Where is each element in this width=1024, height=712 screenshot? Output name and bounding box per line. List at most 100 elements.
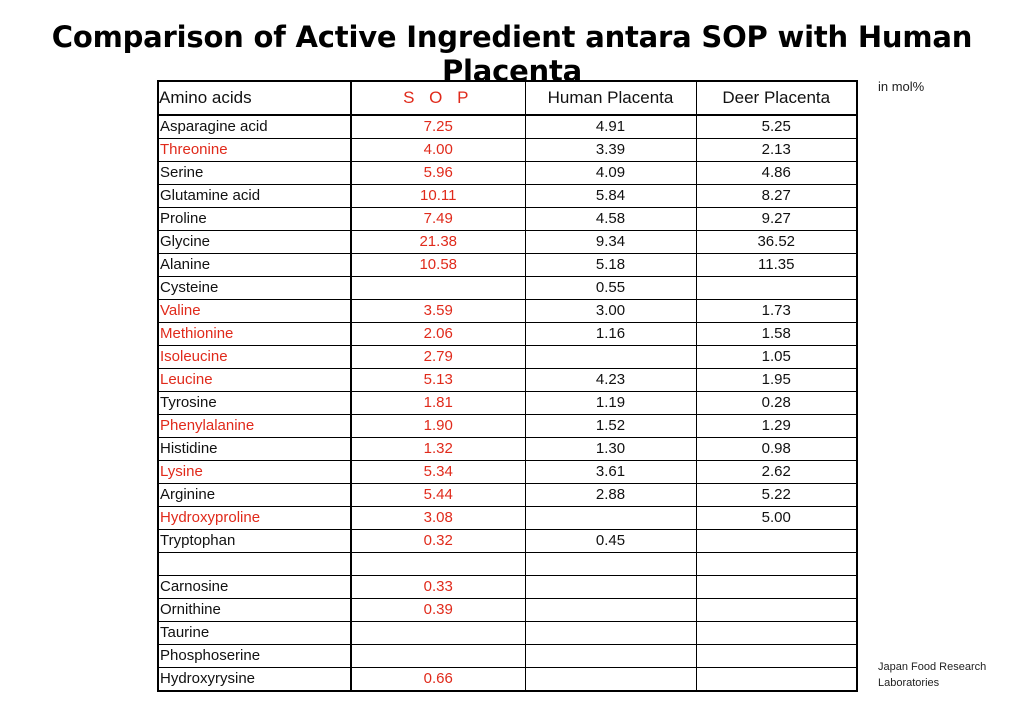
human-placenta-value (524, 621, 697, 645)
amino-acid-name: Histidine (157, 437, 352, 461)
amino-acid-name: Threonine (157, 138, 352, 162)
deer-placenta-value: 9.27 (695, 207, 858, 231)
human-placenta-value: 1.52 (524, 414, 697, 438)
sop-value: 0.33 (350, 575, 526, 599)
human-placenta-value: 3.39 (524, 138, 697, 162)
page-title: Comparison of Active Ingredient antara S… (51, 20, 973, 88)
deer-placenta-value: 2.62 (695, 460, 858, 484)
sop-value: 10.58 (350, 253, 526, 277)
amino-acid-name: Hydroxyproline (157, 506, 352, 530)
amino-acid-name: Isoleucine (157, 345, 352, 369)
deer-placenta-value: 8.27 (695, 184, 858, 208)
human-placenta-value (524, 506, 697, 530)
deer-placenta-value: 1.73 (695, 299, 858, 323)
amino-acid-name: Tryptophan (157, 529, 352, 553)
human-placenta-value: 3.00 (524, 299, 697, 323)
sop-value: 0.32 (350, 529, 526, 553)
amino-acid-name (157, 552, 352, 576)
source-line-2: Laboratories (878, 677, 940, 689)
sop-value: 1.90 (350, 414, 526, 438)
table-row: Methionine 2.06 1.16 1.58 (157, 322, 858, 346)
amino-acid-name: Leucine (157, 368, 352, 392)
deer-placenta-value (695, 621, 858, 645)
sop-value: 0.66 (350, 667, 526, 692)
table-row: Threonine 4.00 3.39 2.13 (157, 138, 858, 162)
deer-placenta-value: 0.28 (695, 391, 858, 415)
amino-acid-name: Glutamine acid (157, 184, 352, 208)
amino-acid-name: Taurine (157, 621, 352, 645)
unit-note: in mol% (878, 79, 925, 94)
deer-placenta-value: 5.22 (695, 483, 858, 507)
amino-acid-name: Asparagine acid (157, 114, 352, 139)
table-row: Taurine (157, 621, 858, 645)
deer-placenta-value: 1.29 (695, 414, 858, 438)
sop-value (350, 644, 526, 668)
deer-placenta-value: 5.25 (695, 114, 858, 139)
amino-acid-name: Arginine (157, 483, 352, 507)
amino-acid-name: Alanine (157, 253, 352, 277)
deer-placenta-value: 1.58 (695, 322, 858, 346)
amino-acid-name: Serine (157, 161, 352, 185)
amino-acid-name: Phosphoserine (157, 644, 352, 668)
sop-value: 0.39 (350, 598, 526, 622)
amino-acid-name: Proline (157, 207, 352, 231)
amino-acid-name: Carnosine (157, 575, 352, 599)
table-row: Phosphoserine (157, 644, 858, 668)
human-placenta-value (524, 552, 697, 576)
human-placenta-value: 4.58 (524, 207, 697, 231)
table-row (157, 552, 858, 576)
human-placenta-value: 4.23 (524, 368, 697, 392)
deer-placenta-value (695, 644, 858, 668)
sop-value: 5.96 (350, 161, 526, 185)
table-row: Glutamine acid 10.11 5.84 8.27 (157, 184, 858, 208)
amino-acid-comparison-table: Amino acids S O P Human Placenta Deer Pl… (157, 80, 858, 692)
deer-placenta-value (695, 667, 858, 692)
header-amino-acids: Amino acids (157, 80, 352, 116)
header-deer-placenta: Deer Placenta (695, 80, 858, 116)
human-placenta-value: 1.16 (524, 322, 697, 346)
table-row: Isoleucine 2.79 1.05 (157, 345, 858, 369)
table-row: Phenylalanine 1.90 1.52 1.29 (157, 414, 858, 438)
deer-placenta-value: 4.86 (695, 161, 858, 185)
human-placenta-value: 4.91 (524, 114, 697, 139)
table-row: Arginine 5.44 2.88 5.22 (157, 483, 858, 507)
human-placenta-value (524, 598, 697, 622)
table-row: Hydroxyrysine 0.66 (157, 667, 858, 692)
human-placenta-value: 2.88 (524, 483, 697, 507)
table-row: Asparagine acid 7.25 4.91 5.25 (157, 114, 858, 139)
table-row: Leucine 5.13 4.23 1.95 (157, 368, 858, 392)
human-placenta-value (524, 575, 697, 599)
human-placenta-value: 5.18 (524, 253, 697, 277)
human-placenta-value: 0.55 (524, 276, 697, 300)
human-placenta-value: 0.45 (524, 529, 697, 553)
table-row: Serine 5.96 4.09 4.86 (157, 161, 858, 185)
table-row: Ornithine 0.39 (157, 598, 858, 622)
header-sop: S O P (350, 80, 526, 116)
table-row: Proline 7.49 4.58 9.27 (157, 207, 858, 231)
sop-value (350, 276, 526, 300)
sop-value: 3.59 (350, 299, 526, 323)
sop-value: 5.34 (350, 460, 526, 484)
sop-value: 2.79 (350, 345, 526, 369)
human-placenta-value (524, 644, 697, 668)
deer-placenta-value: 1.05 (695, 345, 858, 369)
amino-acid-name: Glycine (157, 230, 352, 254)
sop-value: 5.44 (350, 483, 526, 507)
deer-placenta-value (695, 552, 858, 576)
deer-placenta-value: 36.52 (695, 230, 858, 254)
sop-value: 1.81 (350, 391, 526, 415)
sop-value: 1.32 (350, 437, 526, 461)
deer-placenta-value: 0.98 (695, 437, 858, 461)
table-row: Valine 3.59 3.00 1.73 (157, 299, 858, 323)
human-placenta-value: 9.34 (524, 230, 697, 254)
amino-acid-name: Ornithine (157, 598, 352, 622)
sop-value: 4.00 (350, 138, 526, 162)
table-row: Histidine 1.32 1.30 0.98 (157, 437, 858, 461)
deer-placenta-value (695, 598, 858, 622)
sop-value (350, 621, 526, 645)
source-line-1: Japan Food Research (878, 661, 987, 673)
deer-placenta-value (695, 529, 858, 553)
table-body: Asparagine acid 7.25 4.91 5.25 Threonine 4.00… (157, 114, 858, 692)
human-placenta-value: 1.19 (524, 391, 697, 415)
deer-placenta-value: 11.35 (695, 253, 858, 277)
